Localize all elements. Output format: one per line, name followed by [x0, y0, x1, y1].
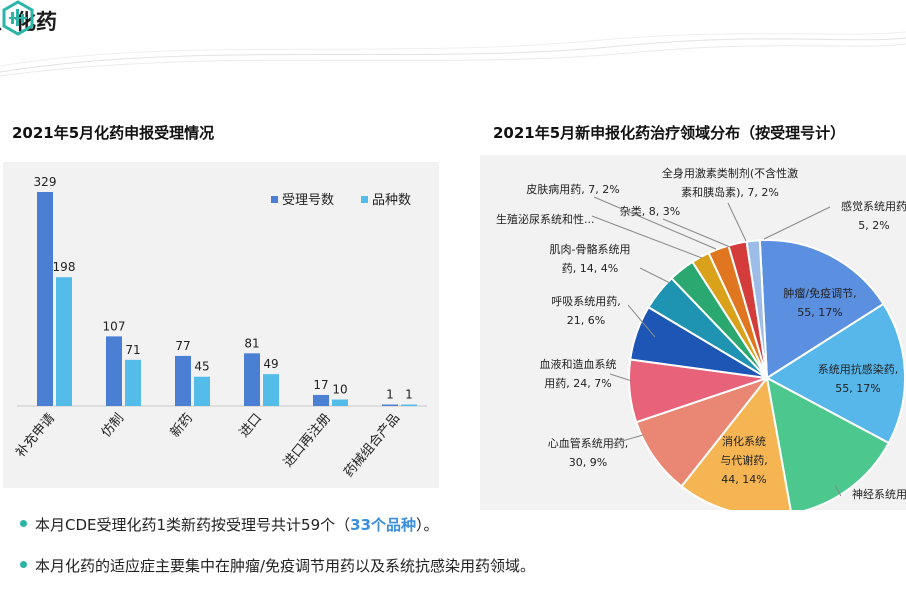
data-label: 198: [53, 260, 76, 274]
leader-line: [609, 373, 633, 382]
category-tick-label: 补充申请: [12, 410, 58, 460]
data-label: 77: [175, 339, 190, 353]
bar-受理号数-新药: [175, 355, 191, 406]
slice-label-tumor: 55, 17%: [797, 306, 842, 319]
slice-label-repro: 生殖泌尿系统和性...: [496, 212, 595, 226]
legend-label: 受理号数: [282, 193, 334, 208]
category-tick-label: 药械组合产品: [341, 411, 403, 480]
header-wave-decoration: [0, 31, 906, 77]
bar-受理号数-进口再注册: [313, 394, 329, 406]
summary-bullet-2: 本月化药的适应症主要集中在肿瘤/免疫调节用药以及系统抗感染用药领域。: [20, 555, 535, 576]
slice-label-cardio: 30, 9%: [569, 456, 607, 469]
data-label: 329: [34, 175, 57, 189]
leader-line: [727, 202, 747, 242]
leader-line: [591, 215, 703, 259]
bar-品种数-新药: [194, 376, 210, 406]
summary-bullet-1: 本月CDE受理化药1类新药按受理号共计59个（33个品种）。: [20, 514, 439, 535]
data-label: 49: [263, 357, 278, 371]
category-tick-label: 进口: [237, 411, 265, 441]
slice-label-hormone: 素和胰岛素), 7, 2%: [681, 185, 779, 199]
bullet-1-text: 本月CDE受理化药1类新药按受理号共计59个（: [35, 516, 351, 534]
pie-chart-panel: 肿瘤/免疫调节, 55, 17% 系统用抗感染药, 55, 17% 神经系统用 消化系统与…: [480, 155, 906, 517]
data-label: 1: [386, 388, 394, 402]
slice-label-musc: 肌肉-骨骼系统用: [550, 242, 631, 256]
slice-label-digest: 与代谢药,: [720, 453, 768, 467]
data-label: 107: [103, 319, 126, 333]
category-tick-label: 进口再注册: [281, 411, 334, 470]
bar-品种数-补充申请: [56, 277, 72, 406]
slide-header: 、化药: [0, 0, 906, 80]
pie-slice: [745, 239, 768, 379]
slice-label-resp: 呼吸系统用药,: [551, 295, 621, 308]
data-label: 45: [194, 360, 209, 374]
data-label: 71: [125, 343, 140, 357]
bar-受理号数-补充申请: [37, 192, 53, 406]
bullet-2-text: 本月化药的适应症主要集中在肿瘤/免疫调节用药以及系统抗感染用药领域。: [35, 557, 536, 575]
legend-swatch: [361, 196, 368, 203]
slice-label-misc: 杂类, 8, 3%: [620, 204, 680, 218]
bar-品种数-进口再注册: [332, 399, 348, 406]
legend-swatch: [271, 196, 278, 203]
data-label: 10: [332, 382, 347, 396]
slice-label-blood: 血液和造血系统: [540, 357, 617, 371]
bullet-1-suffix: ）。: [416, 516, 439, 534]
bar-品种数-进口: [263, 374, 279, 406]
slice-label-hormone: 全身用激素类制剂(不含性激: [662, 166, 798, 180]
leader-line: [593, 196, 717, 250]
bar-chart-panel: 329 198 补充申请 107 71 仿制 77 45 新药 81 49 进口 17 10 进口再注册 1 1…: [3, 162, 439, 488]
bar-受理号数-药械组合产品: [382, 404, 398, 406]
leader-line: [662, 218, 731, 248]
category-tick-label: 新药: [167, 410, 196, 440]
leader-line: [834, 484, 842, 497]
pie-slice: [765, 302, 906, 445]
bullet-dot-icon: [20, 520, 27, 527]
slice-label-tumor: 肿瘤/免疫调节,: [783, 286, 856, 300]
data-label: 81: [244, 336, 259, 350]
slice-label-cardio: 心血管系统用药,: [548, 436, 629, 450]
bar-chart-title: 2021年5月化药申报受理情况: [12, 124, 215, 142]
pie-slice: [758, 239, 885, 380]
slice-label-musc: 药, 14, 4%: [562, 262, 618, 275]
slice-label-neuro: 神经系统用: [852, 487, 906, 501]
slice-label-derm: 皮肤病用药, 7, 2%: [526, 182, 619, 196]
leader-line: [639, 267, 671, 284]
slice-label-digest: 消化系统: [722, 434, 766, 448]
pie-slice: [635, 375, 770, 488]
bar-受理号数-仿制: [106, 336, 122, 406]
bar-受理号数-进口: [244, 353, 260, 406]
bar-chart: 329 198 补充申请 107 71 仿制 77 45 新药 81 49 进口 17 10 进口再注册 1 1…: [12, 175, 427, 480]
slice-label-resp: 21, 6%: [567, 314, 605, 327]
legend-label: 品种数: [372, 193, 411, 208]
category-tick-label: 仿制: [99, 411, 127, 441]
data-label: 17: [313, 378, 328, 392]
slice-label-sense: 5, 2%: [858, 219, 889, 232]
slice-label-antiinf: 55, 17%: [835, 382, 880, 395]
leader-line: [763, 206, 831, 240]
bar-品种数-仿制: [125, 359, 141, 406]
bar-品种数-药械组合产品: [401, 404, 417, 406]
data-label: 1: [405, 388, 413, 402]
slice-label-digest: 44, 14%: [721, 473, 766, 486]
pie-chart-title: 2021年5月新申报化药治疗领域分布（按受理号计）: [493, 124, 846, 142]
bullet-dot-icon: [20, 561, 27, 568]
slice-label-blood: 用药, 24, 7%: [544, 377, 611, 390]
bullet-1-highlight: 33个品种: [350, 516, 417, 534]
company-logo-icon: [2, 0, 34, 36]
pie-chart: 肿瘤/免疫调节, 55, 17% 系统用抗感染药, 55, 17% 神经系统用 消化系统与…: [496, 166, 906, 517]
leader-line: [611, 434, 644, 445]
leader-line: [627, 304, 656, 338]
slice-label-antiinf: 系统用抗感染药,: [818, 362, 899, 376]
slice-label-sense: 感觉系统用药: [841, 200, 906, 213]
